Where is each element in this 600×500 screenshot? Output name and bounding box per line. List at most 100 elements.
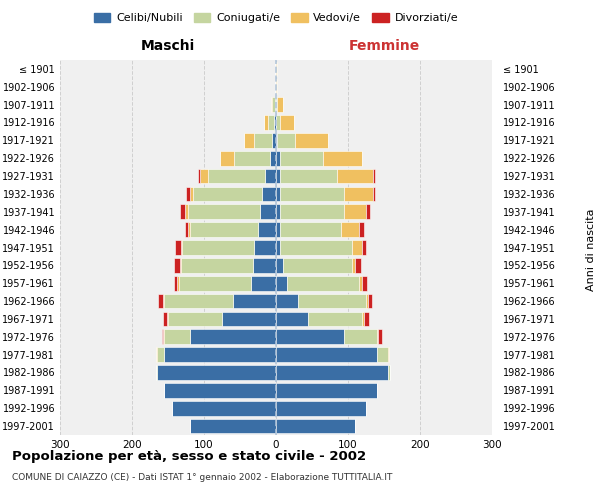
Bar — [276, 168, 280, 184]
Bar — [280, 240, 352, 255]
Bar — [323, 151, 362, 166]
Bar — [276, 151, 280, 166]
Bar — [181, 240, 182, 255]
Bar — [276, 348, 377, 362]
Bar — [265, 115, 268, 130]
Bar — [277, 98, 283, 112]
Bar — [280, 151, 323, 166]
Bar — [276, 294, 298, 308]
Bar — [161, 330, 163, 344]
Bar — [174, 276, 178, 290]
Bar — [163, 312, 167, 326]
Bar — [359, 276, 362, 290]
Bar — [366, 294, 368, 308]
Bar — [373, 186, 374, 201]
Bar — [276, 419, 355, 434]
Bar — [276, 133, 277, 148]
Bar — [265, 168, 276, 184]
Bar — [276, 80, 277, 94]
Bar — [185, 222, 188, 237]
Bar — [362, 240, 366, 255]
Bar — [244, 133, 254, 148]
Bar — [164, 383, 276, 398]
Bar — [168, 312, 222, 326]
Bar — [185, 204, 188, 219]
Bar — [179, 276, 251, 290]
Bar — [276, 222, 280, 237]
Bar — [276, 258, 283, 272]
Bar — [186, 186, 190, 201]
Bar — [280, 204, 344, 219]
Bar — [274, 115, 276, 130]
Bar — [271, 98, 272, 112]
Bar — [277, 133, 295, 148]
Bar — [220, 151, 234, 166]
Bar — [208, 168, 265, 184]
Bar — [276, 98, 277, 112]
Bar — [175, 240, 181, 255]
Bar — [270, 151, 276, 166]
Bar — [276, 115, 280, 130]
Bar — [364, 312, 369, 326]
Text: Anni di nascita: Anni di nascita — [586, 209, 596, 291]
Bar — [190, 419, 276, 434]
Bar — [163, 294, 164, 308]
Bar — [377, 330, 378, 344]
Bar — [276, 365, 388, 380]
Bar — [179, 204, 185, 219]
Bar — [190, 222, 258, 237]
Bar — [275, 62, 276, 76]
Bar — [272, 133, 276, 148]
Bar — [280, 186, 344, 201]
Bar — [164, 348, 276, 362]
Bar — [164, 294, 233, 308]
Bar — [308, 312, 362, 326]
Bar — [272, 98, 275, 112]
Bar — [378, 330, 382, 344]
Bar — [233, 294, 276, 308]
Bar — [276, 186, 280, 201]
Bar — [190, 330, 276, 344]
Bar — [280, 115, 294, 130]
Bar — [337, 168, 373, 184]
Bar — [344, 330, 377, 344]
Bar — [258, 222, 276, 237]
Bar — [276, 240, 280, 255]
Bar — [254, 133, 272, 148]
Bar — [178, 276, 179, 290]
Bar — [276, 62, 277, 76]
Text: COMUNE DI CAIAZZO (CE) - Dati ISTAT 1° gennaio 2002 - Elaborazione TUTTITALIA.IT: COMUNE DI CAIAZZO (CE) - Dati ISTAT 1° g… — [12, 472, 392, 482]
Bar — [188, 204, 260, 219]
Bar — [275, 80, 276, 94]
Bar — [181, 258, 253, 272]
Bar — [193, 186, 262, 201]
Bar — [222, 312, 276, 326]
Bar — [156, 365, 157, 380]
Bar — [276, 383, 377, 398]
Bar — [253, 258, 276, 272]
Bar — [355, 258, 361, 272]
Bar — [359, 222, 364, 237]
Bar — [234, 151, 270, 166]
Bar — [362, 276, 367, 290]
Bar — [188, 222, 190, 237]
Bar — [276, 204, 280, 219]
Bar — [190, 186, 193, 201]
Bar — [344, 204, 366, 219]
Bar — [157, 348, 164, 362]
Bar — [198, 168, 200, 184]
Bar — [167, 312, 168, 326]
Bar — [156, 348, 157, 362]
Bar — [352, 240, 362, 255]
Bar — [275, 98, 276, 112]
Bar — [287, 276, 359, 290]
Text: Femmine: Femmine — [349, 39, 419, 53]
Bar — [163, 330, 164, 344]
Bar — [276, 401, 366, 415]
Bar — [280, 222, 341, 237]
Legend: Celibi/Nubili, Coniugati/e, Vedovi/e, Divorziati/e: Celibi/Nubili, Coniugati/e, Vedovi/e, Di… — [89, 8, 463, 28]
Bar — [164, 330, 190, 344]
Bar — [373, 168, 374, 184]
Bar — [276, 330, 344, 344]
Bar — [172, 401, 276, 415]
